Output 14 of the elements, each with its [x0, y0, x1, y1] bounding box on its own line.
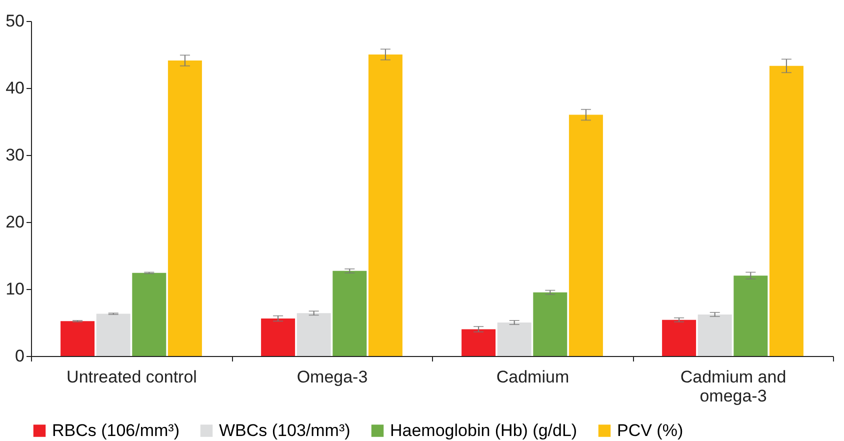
legend-label: PCV (%): [617, 420, 684, 440]
x-tick-label: Cadmium and omega-3: [680, 368, 786, 406]
y-tick-label: 0: [15, 346, 24, 366]
y-tick-label: 20: [6, 212, 24, 232]
y-tick-label: 30: [6, 146, 24, 164]
legend-label: Haemoglobin (Hb) (g/dL): [390, 420, 578, 440]
x-tick-label: Omega-3: [296, 368, 368, 386]
x-tick-label: Cadmium: [496, 368, 570, 386]
y-tick-label: 40: [6, 78, 24, 98]
legend-label: RBCs (106/mm³): [52, 420, 180, 440]
y-tick-label: 50: [6, 12, 24, 30]
legend-label: WBCs (103/mm³): [219, 420, 350, 440]
y-tick-label: 10: [6, 280, 24, 298]
x-tick-label: Untreated control: [66, 368, 197, 386]
